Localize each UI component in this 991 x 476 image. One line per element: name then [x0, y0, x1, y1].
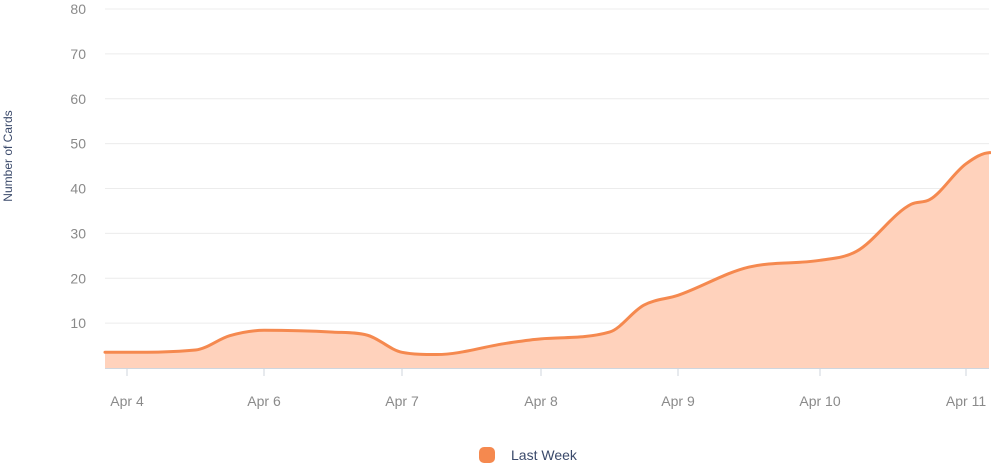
y-tick-label: 70 — [70, 46, 86, 62]
y-tick-label: 20 — [70, 270, 86, 286]
x-tick-label: Apr 6 — [247, 393, 281, 409]
x-tick-label: Apr 4 — [110, 393, 144, 409]
legend-swatch[interactable] — [479, 447, 495, 463]
series-area — [103, 151, 991, 368]
y-tick-label: 60 — [70, 91, 86, 107]
x-tick-label: Apr 11 — [946, 393, 986, 409]
y-tick-label: 10 — [70, 315, 86, 331]
y-tick-label: 40 — [70, 181, 86, 197]
y-tick-label: 50 — [70, 136, 86, 152]
grid-lines — [105, 8, 989, 324]
y-axis: 10 20 30 40 50 60 70 80 — [70, 1, 86, 331]
series-line[interactable] — [103, 151, 991, 357]
series-area-fill — [105, 152, 991, 368]
x-tick-label: Apr 10 — [799, 393, 840, 409]
x-tick-label: Apr 9 — [661, 393, 695, 409]
legend-label[interactable]: Last Week — [511, 447, 578, 463]
y-tick-label: 30 — [70, 225, 86, 241]
y-axis-title: Number of Cards — [1, 110, 15, 201]
x-tick-label: Apr 7 — [385, 393, 419, 409]
y-tick-label: 80 — [70, 1, 86, 17]
x-tick-label: Apr 8 — [524, 393, 558, 409]
legend[interactable]: Last Week — [479, 447, 578, 463]
x-axis: Apr 4 Apr 6 Apr 7 Apr 8 Apr 9 Apr 10 Apr 11 — [105, 368, 989, 409]
